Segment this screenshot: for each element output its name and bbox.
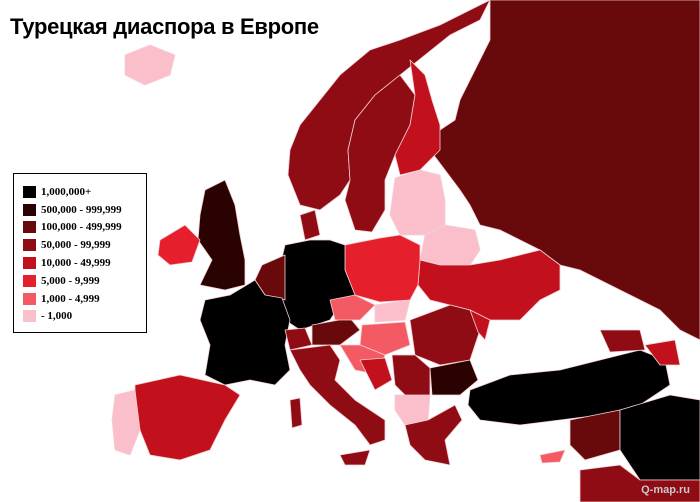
- legend-label: 100,000 - 499,999: [41, 221, 122, 234]
- region-switzerland: [284, 327, 313, 351]
- legend-item: 10,000 - 49,999: [23, 254, 146, 272]
- region-hungary: [359, 321, 411, 356]
- region-spain: [134, 374, 241, 461]
- region-georgia: [599, 329, 646, 353]
- region-bulgaria: [429, 359, 479, 396]
- region-cyprus: [539, 449, 566, 464]
- region-sicily: [339, 449, 371, 466]
- region-portugal: [111, 389, 141, 456]
- legend-swatch: [23, 239, 36, 252]
- region-azerbaijan: [644, 339, 681, 366]
- legend-label: 1,000 - 4,999: [41, 292, 100, 305]
- region-syria: [569, 409, 621, 461]
- region-czechia: [329, 294, 376, 321]
- region-france: [199, 279, 291, 386]
- region-sardinia: [289, 397, 303, 429]
- region-bosnia: [359, 357, 393, 391]
- watermark: Q-map.ru: [641, 484, 690, 496]
- region-iceland: [124, 44, 176, 86]
- legend-label: 500,000 - 999,999: [41, 203, 122, 216]
- legend-item: 50,000 - 99,999: [23, 236, 146, 254]
- legend-swatch: [23, 203, 36, 216]
- region-iraq: [619, 394, 700, 481]
- legend-label: 10,000 - 49,999: [41, 257, 111, 270]
- region-finland: [394, 59, 441, 176]
- legend-item: - 1,000: [23, 308, 146, 326]
- legend-item: 5,000 - 9,999: [23, 272, 146, 290]
- map-legend: 1,000,000+ 500,000 - 999,999 100,000 - 4…: [13, 173, 147, 333]
- legend-item: 100,000 - 499,999: [23, 219, 146, 237]
- region-ukraine: [417, 249, 561, 321]
- region-moldova: [469, 309, 491, 341]
- legend-label: - 1,000: [41, 310, 73, 323]
- legend-item: 1,000,000+: [23, 183, 146, 201]
- legend-swatch: [23, 310, 36, 323]
- region-ireland: [157, 224, 201, 266]
- region-greece: [404, 404, 463, 466]
- legend-swatch: [23, 292, 36, 305]
- legend-swatch: [23, 274, 36, 287]
- region-poland: [344, 234, 421, 303]
- region-uk: [197, 179, 246, 291]
- region-serbia: [391, 354, 431, 401]
- legend-item: 1,000 - 4,999: [23, 290, 146, 308]
- legend-label: 5,000 - 9,999: [41, 274, 100, 287]
- region-slovakia: [374, 299, 411, 323]
- legend-label: 1,000,000+: [41, 185, 92, 198]
- map-title: Турецкая диаспора в Европе: [10, 14, 319, 39]
- legend-item: 500,000 - 999,999: [23, 201, 146, 219]
- legend-swatch: [23, 221, 36, 234]
- legend-label: 50,000 - 99,999: [41, 239, 111, 252]
- region-turkey: [467, 349, 671, 426]
- legend-swatch: [23, 185, 36, 198]
- region-italy: [289, 344, 386, 446]
- region-baltics: [389, 169, 446, 236]
- region-denmark: [299, 209, 321, 241]
- region-levant: [579, 464, 700, 502]
- legend-swatch: [23, 257, 36, 270]
- region-romania: [409, 304, 481, 366]
- region-russia: [429, 0, 700, 341]
